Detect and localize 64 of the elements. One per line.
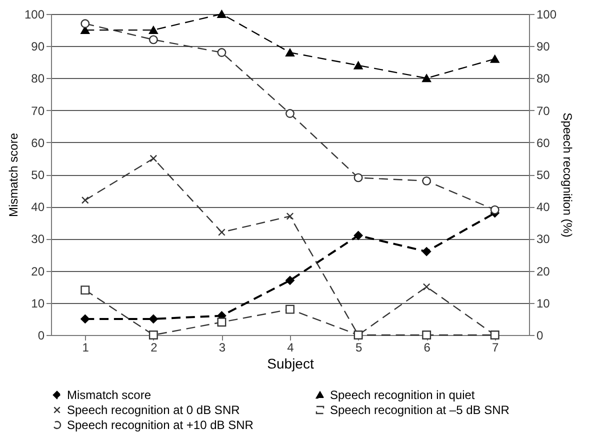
point <box>354 173 363 182</box>
x-tick-label: 2 <box>150 340 158 354</box>
y-tick-label: 80 <box>31 72 45 86</box>
y-axis-title: Mismatch score <box>6 132 20 218</box>
point <box>286 212 294 220</box>
x-tick-label: 6 <box>424 340 431 354</box>
point <box>422 283 430 291</box>
y2-tick-label: 100 <box>536 8 557 22</box>
point <box>218 228 226 236</box>
point <box>80 286 90 295</box>
point <box>422 247 432 256</box>
x-tick-label: 1 <box>82 340 90 354</box>
point <box>80 19 90 28</box>
point <box>148 314 158 324</box>
y-tick-label: 10 <box>31 296 45 310</box>
y-tick-label: 30 <box>31 232 45 246</box>
legend-label: Mismatch score <box>67 388 152 402</box>
y-tick-label: 70 <box>31 104 45 118</box>
y2-tick-label: 40 <box>536 200 550 214</box>
y-tick-label: 60 <box>31 136 45 150</box>
x-tick-label: 7 <box>492 340 500 354</box>
y2-tick-label: 70 <box>536 104 550 118</box>
point <box>148 330 158 340</box>
point <box>286 276 294 285</box>
y-tick-label: 90 <box>31 40 45 54</box>
y2-tick-label: 10 <box>536 296 550 310</box>
legend-label: Speech recognition at 0 dB SNR <box>67 403 240 417</box>
y2-tick-label: 50 <box>536 168 550 182</box>
point <box>148 26 158 34</box>
point <box>217 318 226 327</box>
x-tick-label: 4 <box>287 340 294 354</box>
point <box>217 10 226 18</box>
y2-tick-label: 20 <box>536 264 550 278</box>
legend-label: Speech recognition at –5 dB SNR <box>330 403 510 417</box>
point <box>217 48 226 57</box>
point <box>354 231 363 240</box>
point <box>490 54 500 63</box>
point <box>286 48 294 56</box>
point <box>150 154 158 162</box>
y-tick-label: 40 <box>31 200 45 214</box>
point <box>422 176 432 186</box>
point <box>490 205 500 214</box>
y-tick-label: 100 <box>24 8 45 22</box>
x-tick-label: 3 <box>218 340 226 354</box>
point <box>422 330 432 340</box>
legend-label: Speech recognition in quiet <box>330 388 476 402</box>
y2-axis-title: Speech recognition (%) <box>560 112 575 238</box>
y2-tick-label: 80 <box>536 72 550 86</box>
x-tick-label: 5 <box>355 340 362 354</box>
y2-tick-label: 0 <box>536 328 544 342</box>
y-tick-label: 50 <box>31 168 45 182</box>
y-tick-label: 20 <box>31 264 45 278</box>
point <box>354 61 363 70</box>
point <box>286 109 294 118</box>
y2-tick-label: 60 <box>536 136 550 150</box>
y2-tick-label: 90 <box>536 40 550 54</box>
point <box>422 74 432 82</box>
point <box>80 314 90 324</box>
y2-tick-label: 30 <box>536 232 550 246</box>
y-tick-label: 0 <box>38 328 45 342</box>
legend-label: Speech recognition at +10 dB SNR <box>67 418 254 432</box>
point <box>286 304 294 314</box>
point <box>81 196 89 204</box>
x-axis-title: Subject <box>267 356 314 372</box>
